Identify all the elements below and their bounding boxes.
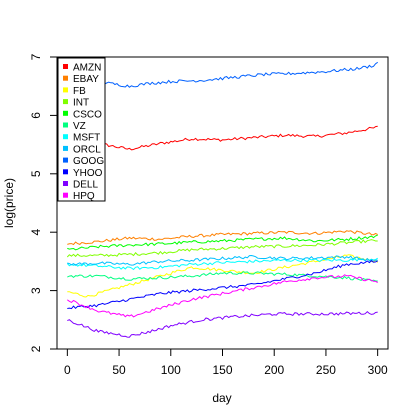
series-line-hpq <box>67 274 378 318</box>
x-tick-label: 300 <box>368 363 388 377</box>
legend-label-msft: MSFT <box>73 133 100 144</box>
legend-swatch-vz <box>63 122 68 128</box>
legend-label-goog: GOOG <box>73 156 104 167</box>
legend-label-amzn: AMZN <box>73 63 101 74</box>
y-tick-label: 3 <box>29 287 43 294</box>
legend-label-dell: DELL <box>73 180 98 191</box>
plot-frame <box>56 56 389 350</box>
legend-label-yhoo: YHOO <box>73 168 103 179</box>
y-tick-label: 2 <box>29 345 43 352</box>
series-line-goog <box>67 61 378 88</box>
y-axis: 2 3 4 5 6 7 <box>29 53 57 352</box>
series-line-ebay <box>67 230 378 246</box>
legend-swatch-int <box>63 99 68 105</box>
legend-label-ebay: EBAY <box>73 74 99 85</box>
legend-label-fb: FB <box>73 86 86 97</box>
legend-label-csco: CSCO <box>73 109 102 120</box>
series-line-msft <box>66 257 378 271</box>
legend-box <box>57 57 106 202</box>
legend-swatch-fb <box>63 87 68 93</box>
y-tick-label: 6 <box>29 112 43 119</box>
legend-swatch-yhoo <box>63 169 68 175</box>
legend-label-orcl: ORCL <box>73 144 101 155</box>
series-line-vz <box>67 271 378 282</box>
x-tick-label: 150 <box>212 363 232 377</box>
y-axis-title: log(price) <box>2 178 16 228</box>
x-axis: 0 50 100 150 200 250 300 <box>64 348 388 377</box>
x-tick-label: 250 <box>316 363 336 377</box>
y-tick-label: 4 <box>29 229 43 236</box>
legend-label-vz: VZ <box>73 121 86 132</box>
x-tick-label: 100 <box>161 363 181 377</box>
legend-swatch-msft <box>63 134 68 140</box>
series-layer <box>66 61 379 338</box>
legend-swatch-goog <box>63 157 68 163</box>
y-tick-label: 7 <box>29 53 43 60</box>
legend-swatch-dell <box>63 181 68 186</box>
series-line-amzn <box>67 125 378 151</box>
series-line-int <box>66 239 378 258</box>
series-line-yhoo <box>67 260 378 310</box>
legend-swatch-amzn <box>63 64 68 69</box>
x-tick-label: 50 <box>112 363 126 377</box>
series-line-orcl <box>67 254 378 266</box>
series-line-csco <box>67 234 378 251</box>
legend-swatch-hpq <box>63 192 68 198</box>
series-line-dell <box>67 311 378 338</box>
y-tick-label: 5 <box>29 170 43 177</box>
legend-label-int: INT <box>73 98 89 109</box>
legend: AMZNEBAYFBINTCSCOVZMSFTORCLGOOGYHOODELLH… <box>57 57 106 202</box>
legend-label-hpq: HPQ <box>73 191 95 202</box>
x-tick-label: 200 <box>264 363 284 377</box>
x-axis-title: day <box>212 391 231 405</box>
legend-swatch-csco <box>63 110 68 116</box>
legend-swatch-ebay <box>63 75 68 81</box>
legend-swatch-orcl <box>63 145 68 151</box>
x-tick-label: 0 <box>64 363 71 377</box>
